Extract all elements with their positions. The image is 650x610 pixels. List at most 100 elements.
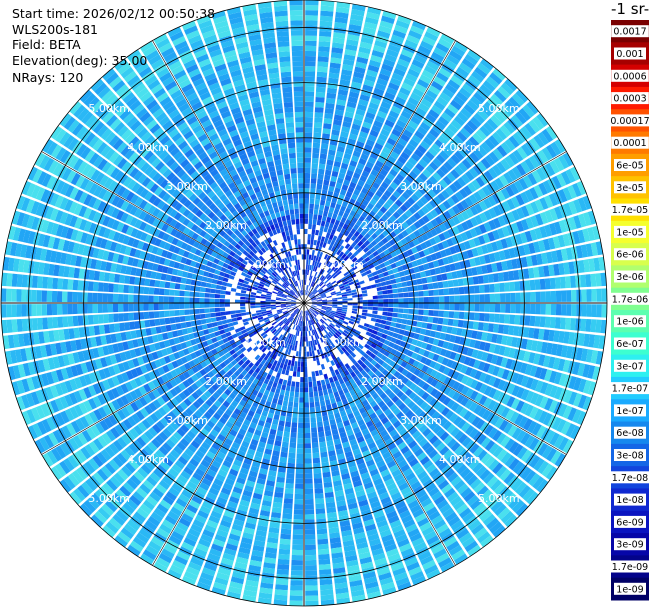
range-bin [433, 362, 442, 371]
range-bin [331, 552, 344, 559]
range-bin [297, 285, 300, 291]
range-bin [367, 303, 374, 307]
range-bin [281, 518, 292, 525]
range-bin [428, 303, 435, 310]
range-bin [433, 310, 439, 317]
range-bin [291, 554, 303, 561]
range-bin [573, 393, 583, 407]
range-bin [389, 429, 398, 438]
range-bin [343, 482, 353, 490]
range-bin [469, 390, 479, 401]
range-bin [195, 319, 202, 326]
range-bin [341, 529, 353, 537]
range-bin [153, 295, 159, 303]
range-bin [282, 400, 289, 407]
range-bin [437, 339, 445, 348]
range-bin [410, 571, 425, 581]
range-bin [405, 325, 412, 331]
range-bin [384, 478, 395, 487]
range-bin [244, 485, 254, 493]
range-bin [304, 488, 314, 495]
range-bin [349, 389, 356, 397]
ray [308, 309, 482, 557]
range-bin [304, 132, 313, 138]
range-bin [298, 351, 302, 357]
range-bin [346, 396, 354, 404]
range-bin [357, 306, 363, 309]
range-bin [313, 391, 319, 397]
range-bin [558, 388, 568, 402]
range-bin [464, 366, 473, 376]
range-bin [294, 239, 298, 245]
range-bin [418, 493, 430, 504]
range-bin [291, 381, 296, 387]
range-bin [359, 423, 368, 431]
range-bin [419, 328, 427, 335]
range-bin [164, 317, 171, 325]
range-bin [319, 400, 326, 407]
range-bin [323, 420, 330, 427]
range-bin [265, 304, 271, 307]
range-bin [274, 491, 284, 499]
range-bin [351, 475, 361, 483]
range-bin [301, 244, 304, 250]
range-bin [342, 307, 348, 310]
range-bin [305, 326, 307, 332]
range-bin [380, 404, 389, 413]
range-bin [444, 487, 456, 499]
range-bin [317, 538, 329, 545]
range-bin [425, 343, 433, 351]
range-bin [92, 292, 98, 303]
range-bin [601, 304, 607, 318]
range-bin [351, 589, 365, 598]
range-bin [365, 331, 372, 337]
range-bin [237, 449, 246, 458]
range-bin [338, 318, 344, 323]
range-bin [352, 308, 358, 312]
range-bin [492, 525, 506, 538]
range-bin [271, 506, 282, 514]
range-bin [234, 514, 246, 522]
range-bin [285, 369, 290, 376]
range-bin [312, 447, 320, 454]
range-bin [343, 446, 352, 454]
range-bin [266, 396, 273, 403]
range-bin [352, 305, 358, 309]
range-bin [347, 412, 355, 420]
range-bin [195, 280, 202, 287]
range-bin [291, 50, 303, 57]
range-bin [315, 411, 322, 418]
range-bin [285, 117, 294, 123]
range-bin [457, 448, 469, 460]
range-bin [306, 325, 309, 332]
range-bin [427, 316, 434, 323]
range-bin [424, 445, 435, 455]
range-bin [508, 441, 520, 454]
range-bin [381, 315, 388, 321]
range-bin [518, 485, 531, 499]
range-bin [427, 337, 435, 345]
range-bin [548, 399, 558, 413]
range-bin [453, 479, 466, 491]
range-bin [133, 294, 139, 303]
range-bin [464, 424, 475, 436]
range-bin [297, 259, 300, 265]
range-bin [300, 331, 303, 337]
range-bin [312, 457, 321, 464]
range-bin [295, 218, 300, 225]
range-bin [261, 410, 269, 417]
range-bin [413, 346, 421, 354]
range-bin [388, 391, 396, 400]
range-bin [391, 395, 400, 404]
range-bin [299, 280, 302, 286]
range-bin [260, 296, 266, 299]
range-bin [209, 308, 216, 313]
range-bin [234, 561, 248, 570]
range-bin [294, 106, 304, 113]
range-bin [291, 219, 296, 225]
range-bin [257, 597, 272, 605]
range-bin [330, 322, 336, 328]
range-bin [336, 310, 342, 313]
range-bin [470, 478, 482, 490]
range-bin [358, 499, 369, 508]
